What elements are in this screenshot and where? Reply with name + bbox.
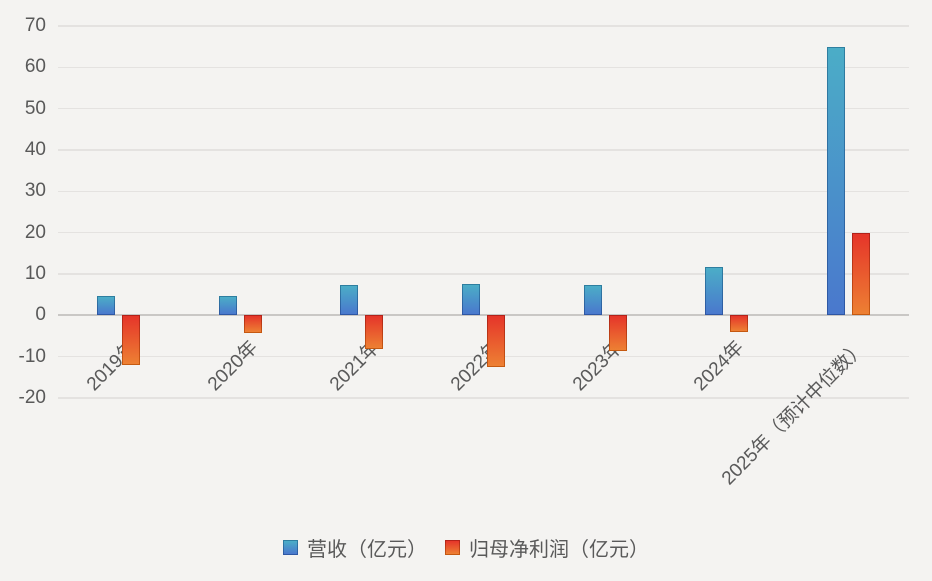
legend-swatch-revenue-icon xyxy=(283,540,298,555)
y-axis-tick-label: -10 xyxy=(18,345,46,367)
bar-revenue xyxy=(584,285,602,315)
gridline xyxy=(58,231,909,234)
bar-net-profit xyxy=(122,315,140,365)
legend-item: 营收（亿元） xyxy=(283,533,427,562)
y-axis-tick-label: 30 xyxy=(24,180,46,202)
x-axis-category-label: 2020年 xyxy=(204,337,263,396)
y-axis-tick-label: 50 xyxy=(24,97,46,119)
gridline xyxy=(58,25,909,27)
legend-item: 归母净利润（亿元） xyxy=(445,533,649,562)
y-axis-tick-label: -20 xyxy=(18,387,46,408)
bar-net-profit xyxy=(487,315,505,367)
zero-axis-line xyxy=(58,314,909,317)
y-axis-tick-label: 60 xyxy=(24,56,46,78)
bar-revenue xyxy=(340,285,358,315)
legend-label: 归母净利润（亿元） xyxy=(469,539,649,561)
bar-net-profit xyxy=(852,233,870,316)
x-axis-category-label: 2024年 xyxy=(690,337,749,396)
gridline xyxy=(58,190,909,193)
bar-revenue xyxy=(97,296,115,315)
gridline xyxy=(58,273,909,275)
bar-revenue xyxy=(827,47,845,316)
legend-label: 营收（亿元） xyxy=(307,539,427,561)
y-axis-tick-label: 10 xyxy=(24,263,46,284)
gridline xyxy=(58,149,909,151)
gridline xyxy=(58,66,909,69)
y-axis-tick-label: 40 xyxy=(24,139,46,160)
bar-net-profit xyxy=(730,315,748,332)
legend-swatch-net-profit-icon xyxy=(445,540,460,555)
y-axis-tick-label: 20 xyxy=(24,221,46,243)
bar-revenue xyxy=(219,296,237,315)
y-axis-tick-label: 70 xyxy=(24,15,46,36)
gridline xyxy=(58,355,909,358)
bar-revenue xyxy=(705,267,723,316)
bar-net-profit xyxy=(244,315,262,333)
bar-revenue xyxy=(462,284,480,315)
gridline xyxy=(58,107,909,110)
bar-net-profit xyxy=(365,315,383,349)
legend: 营收（亿元） 归母净利润（亿元） xyxy=(0,533,932,562)
bar-net-profit xyxy=(609,315,627,351)
y-axis-tick-label: 0 xyxy=(35,304,46,326)
gridline xyxy=(58,397,909,399)
